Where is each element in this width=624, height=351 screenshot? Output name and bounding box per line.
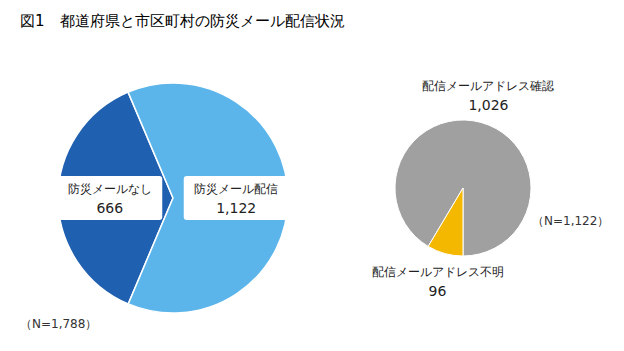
html-text:（N=1,788）: （N=1,788） [20, 317, 98, 331]
svg-text:1,122: 1,122 [216, 200, 256, 216]
svg-text:配信メールアドレス不明: 配信メールアドレス不明 [372, 265, 504, 279]
svg-text:666: 666 [96, 200, 123, 216]
svg-text:防災メールなし: 防災メールなし [68, 182, 152, 196]
svg-text:96: 96 [429, 283, 447, 299]
svg-text:配信メールアドレス確認: 配信メールアドレス確認 [422, 79, 554, 93]
svg-text:1,026: 1,026 [468, 97, 508, 113]
html-text:図1 都道府県と市区町村の防災メール配信状況: 図1 都道府県と市区町村の防災メール配信状況 [20, 12, 345, 30]
svg-text:防災メール配信: 防災メール配信 [194, 182, 278, 196]
html-text:（N=1,122）: （N=1,122） [532, 214, 610, 228]
